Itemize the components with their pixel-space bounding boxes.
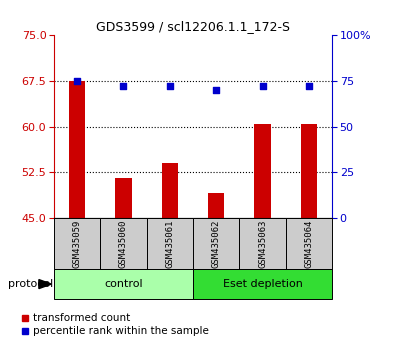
Legend: transformed count, percentile rank within the sample: transformed count, percentile rank withi…	[21, 313, 208, 336]
Point	[120, 84, 127, 89]
Text: control: control	[104, 279, 143, 289]
Text: GSM435059: GSM435059	[73, 219, 82, 268]
Point	[306, 84, 312, 89]
Bar	[286, 218, 332, 269]
Bar	[239, 218, 286, 269]
Point	[213, 87, 219, 93]
Bar	[193, 269, 332, 299]
Bar	[54, 218, 100, 269]
Text: GSM435063: GSM435063	[258, 219, 267, 268]
Point	[259, 84, 266, 89]
Polygon shape	[39, 280, 51, 289]
Bar	[147, 218, 193, 269]
Point	[167, 84, 173, 89]
Text: GSM435061: GSM435061	[165, 219, 174, 268]
Bar	[100, 218, 147, 269]
Bar	[208, 193, 224, 218]
Bar	[162, 163, 178, 218]
Text: GSM435060: GSM435060	[119, 219, 128, 268]
Text: GSM435062: GSM435062	[212, 219, 221, 268]
Text: protocol: protocol	[8, 279, 53, 289]
Bar	[254, 124, 271, 218]
Text: GSM435064: GSM435064	[304, 219, 313, 268]
Bar	[54, 269, 193, 299]
Bar	[115, 178, 132, 218]
Bar	[193, 218, 239, 269]
Point	[74, 78, 80, 84]
Bar	[301, 124, 317, 218]
Bar	[69, 81, 85, 218]
Text: Eset depletion: Eset depletion	[222, 279, 302, 289]
Title: GDS3599 / scl12206.1.1_172-S: GDS3599 / scl12206.1.1_172-S	[96, 20, 290, 33]
